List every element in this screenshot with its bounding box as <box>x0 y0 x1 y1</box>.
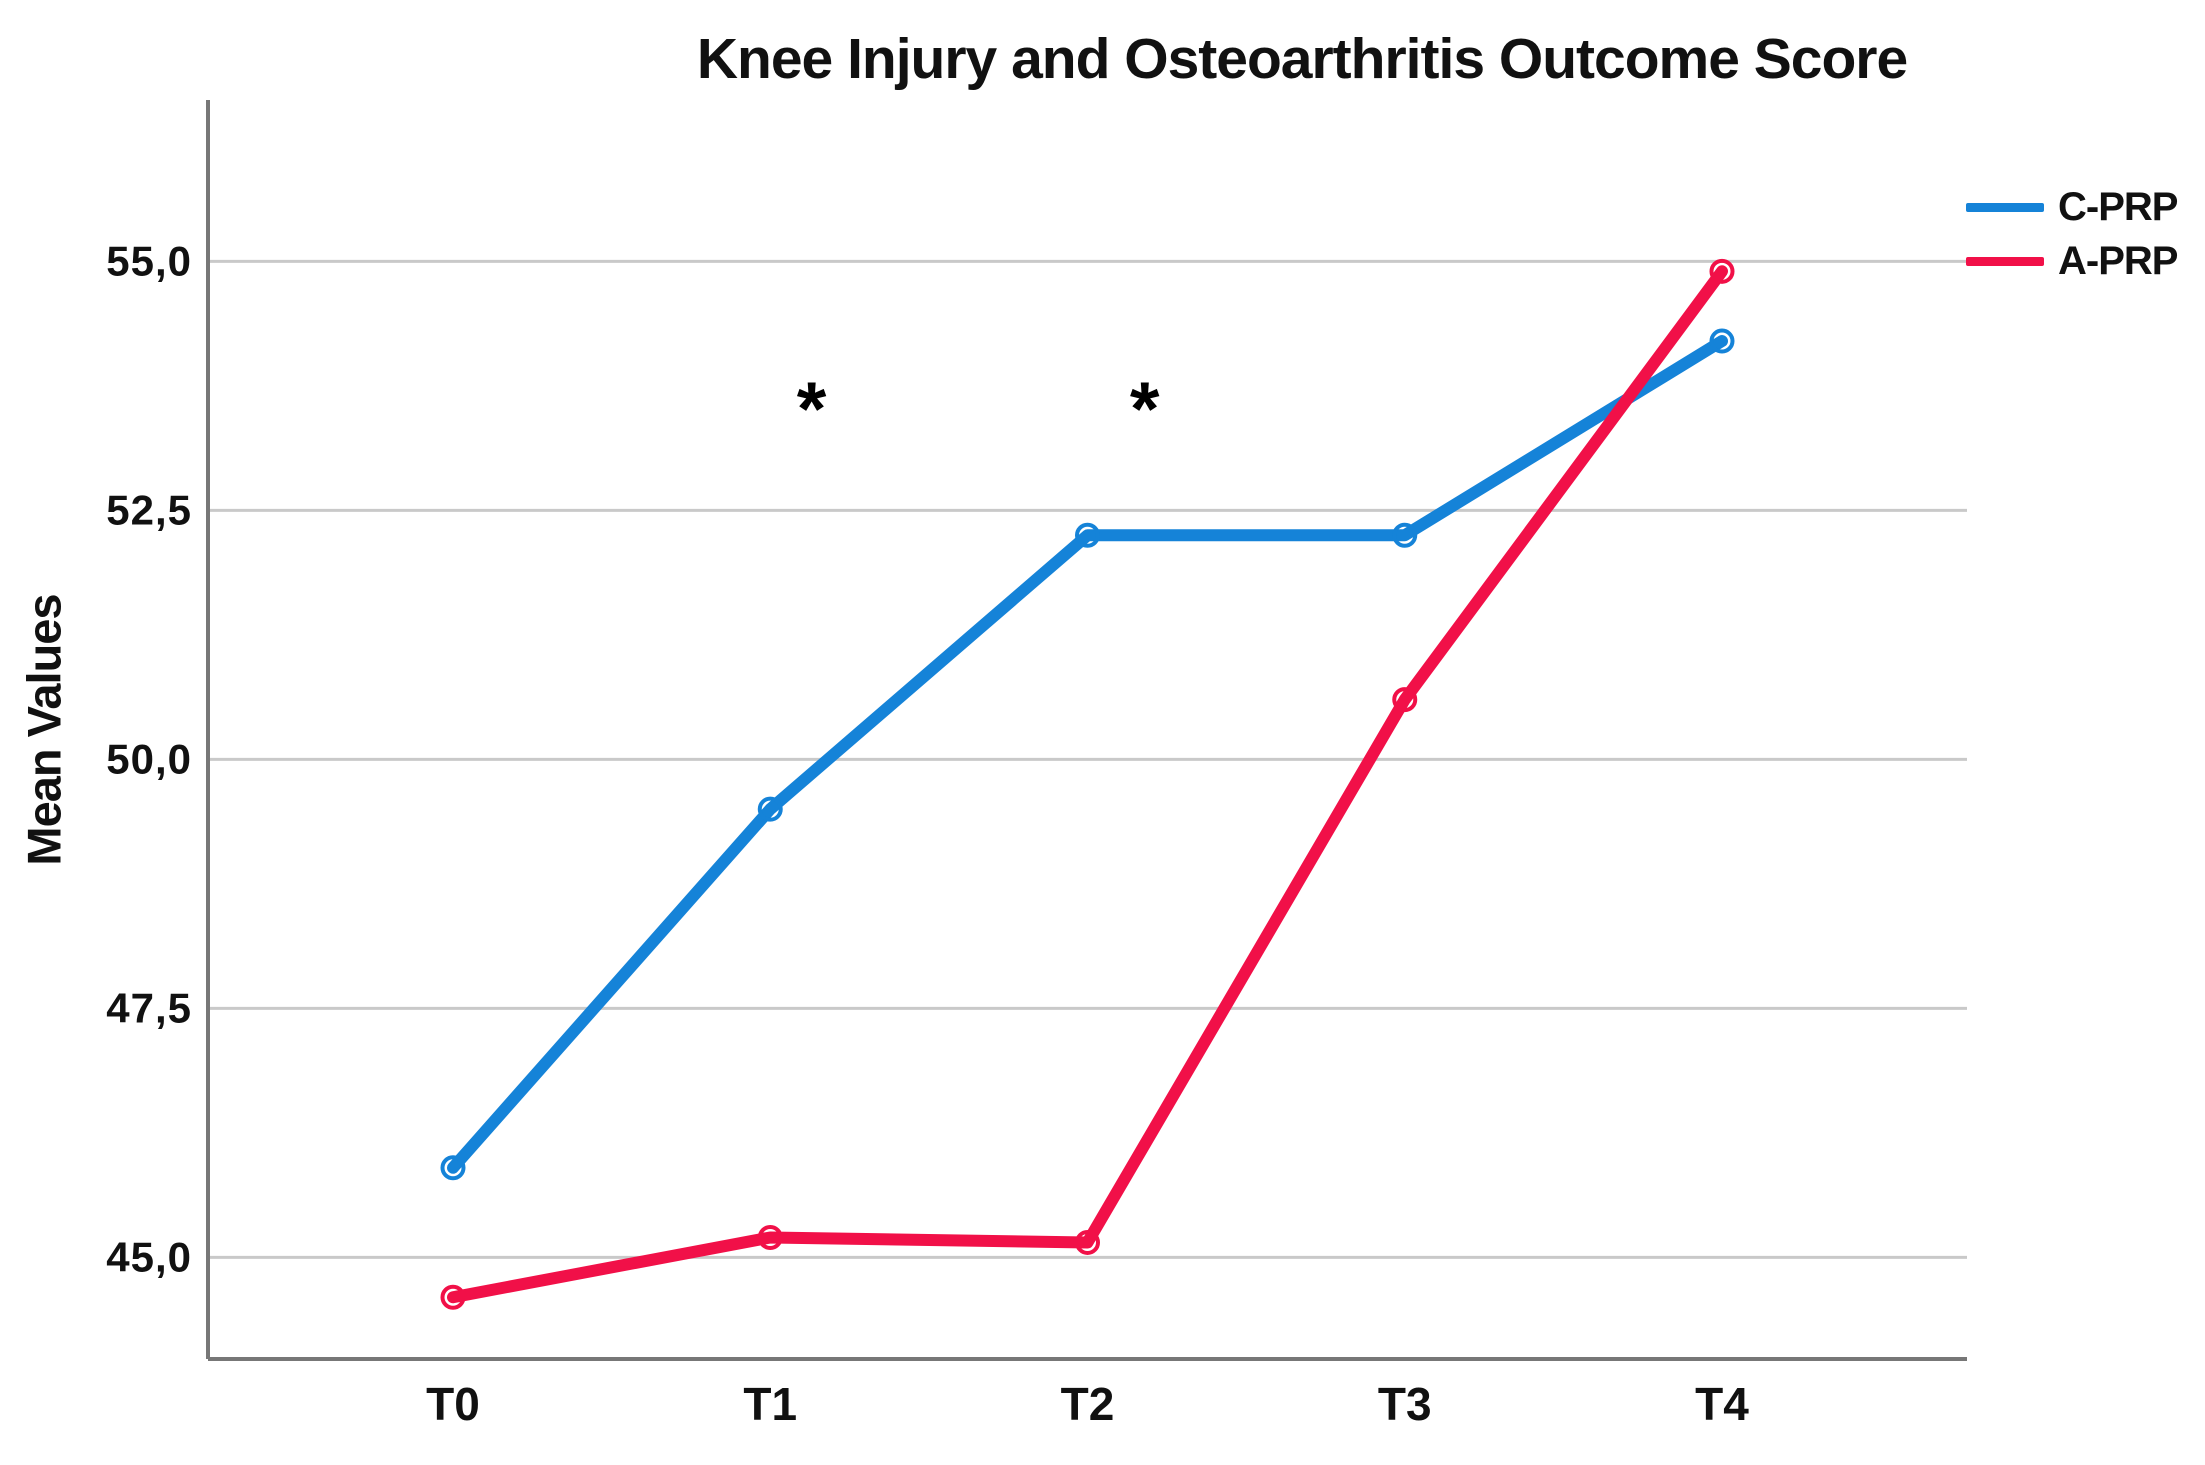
legend-item-a-prp: A-PRP <box>1966 238 2178 284</box>
point-c-prp-t2 <box>1075 522 1100 548</box>
x-tick-label-t4: T4 <box>1695 1378 1749 1430</box>
legend-swatch-a-prp <box>1966 256 2044 266</box>
legend: C-PRP A-PRP <box>1966 184 2178 284</box>
x-tick-label-t3: T3 <box>1378 1378 1432 1430</box>
series-line-c-prp <box>447 335 1728 1174</box>
point-c-prp-t4 <box>1709 328 1735 354</box>
series-line-a-prp <box>447 265 1728 1304</box>
chart-title: Knee Injury and Osteoarthritis Outcome S… <box>696 27 1908 91</box>
legend-label-a-prp: A-PRP <box>2058 238 2178 283</box>
y-axis-title: Mean Values <box>17 594 71 866</box>
significance-asterisk-2: * <box>1130 367 1160 452</box>
y-tick-label-50,0: 50,0 <box>106 735 192 782</box>
x-tick-label-t0: T0 <box>426 1378 480 1430</box>
point-c-prp-t0 <box>440 1155 466 1181</box>
legend-item-c-prp: C-PRP <box>1966 184 2178 230</box>
point-c-prp-t3 <box>1392 522 1418 548</box>
point-a-prp-t4 <box>1709 258 1735 284</box>
point-a-prp-t2 <box>1075 1229 1100 1255</box>
x-tick-label-t1: T1 <box>743 1378 797 1430</box>
point-a-prp-t1 <box>757 1224 783 1250</box>
point-a-prp-t0 <box>440 1284 466 1310</box>
point-c-prp-t1 <box>757 796 783 822</box>
y-tick-label-47,5: 47,5 <box>106 984 192 1031</box>
point-a-prp-t3 <box>1392 687 1418 713</box>
y-tick-label-45,0: 45,0 <box>106 1233 192 1280</box>
significance-asterisk-1: * <box>797 367 827 452</box>
legend-swatch-c-prp <box>1966 202 2044 212</box>
y-tick-label-55,0: 55,0 <box>106 237 192 284</box>
y-tick-label-52,5: 52,5 <box>106 486 192 533</box>
x-tick-label-t2: T2 <box>1061 1378 1115 1430</box>
legend-label-c-prp: C-PRP <box>2058 184 2178 229</box>
